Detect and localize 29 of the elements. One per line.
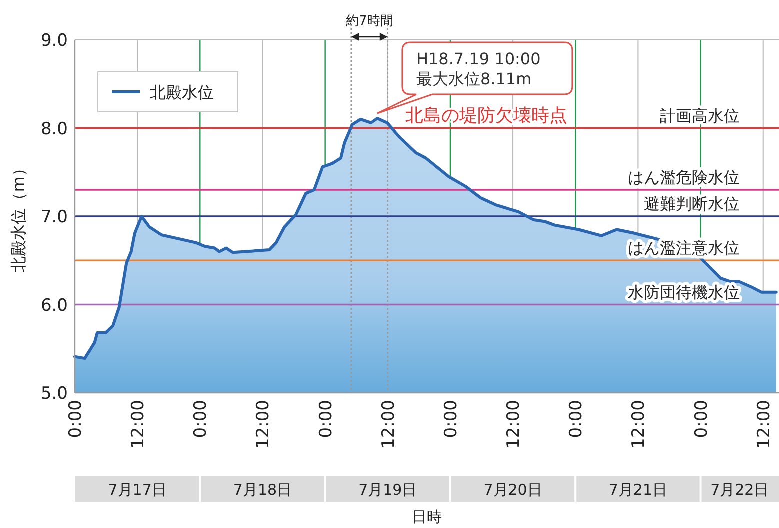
text: 7月19日 [358, 481, 418, 499]
x-tick-label: 0:00 [66, 400, 86, 438]
text: 7月18日 [233, 481, 292, 499]
legend-label: 北殿水位 [150, 83, 214, 102]
text: 7月20日 [484, 481, 542, 499]
x-tick-label: 0:00 [692, 400, 712, 438]
x-tick-label: 12:00 [754, 400, 774, 449]
x-tick-label: 12:00 [378, 400, 399, 449]
y-tick-label: 7.0 [40, 208, 68, 228]
x-tick-label: 0:00 [191, 400, 212, 438]
x-tick-label: 0:00 [316, 400, 336, 438]
y-tick-label: 5.0 [40, 384, 68, 404]
y-tick-label: 9.0 [40, 31, 68, 51]
text: 7月21日 [608, 481, 668, 499]
text: 7月22日 [710, 481, 770, 499]
y-tick-label: 6.0 [40, 296, 68, 316]
x-axis-title: 日時 [412, 508, 442, 526]
x-tick-label: 12:00 [629, 400, 650, 449]
x-tick-label: 0:00 [566, 400, 587, 438]
x-tick-label: 12:00 [128, 400, 149, 449]
text: 約7時間 [346, 14, 394, 29]
annotation: H18.7.19 10:00 最大水位8.11m [416, 50, 541, 89]
x-tick-label: 0:00 [441, 400, 462, 438]
y-axis-title: 北殿水位（m） [9, 160, 28, 272]
text: 7月17日 [108, 481, 167, 499]
x-tick-label: 12:00 [504, 400, 524, 449]
x-tick-label: 12:00 [254, 400, 274, 449]
y-tick-label: 8.0 [40, 119, 68, 140]
ref-line-label: 水防団待機水位 [628, 282, 740, 302]
